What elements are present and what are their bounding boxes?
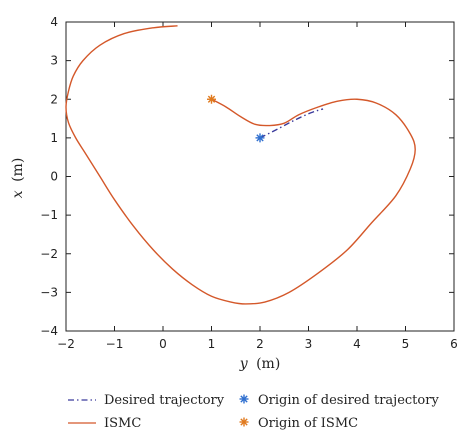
x-tick-label: 0 bbox=[159, 337, 167, 351]
plot-area bbox=[65, 21, 455, 332]
marker-origin-of-ismc bbox=[207, 94, 216, 104]
legend-marker-desired-origin bbox=[239, 394, 249, 404]
x-tick-label: 1 bbox=[208, 337, 216, 351]
y-axis-var: x bbox=[10, 190, 26, 198]
x-tick-label: 2 bbox=[256, 337, 264, 351]
x-axis-label: y (m) bbox=[239, 356, 281, 372]
y-tick-label: −4 bbox=[40, 324, 58, 338]
legend-marker-ismc-origin bbox=[239, 417, 249, 427]
markers-layer bbox=[207, 94, 265, 143]
x-axis-unit: (m) bbox=[256, 356, 280, 372]
x-tick-label: 6 bbox=[450, 337, 458, 351]
series-line-ismc bbox=[65, 25, 416, 305]
x-axis-var: y bbox=[239, 356, 249, 372]
legend: Desired trajectory ISMC Origin of desire… bbox=[68, 393, 439, 431]
y-axis-label: x (m) bbox=[10, 158, 26, 199]
x-tick-label: 3 bbox=[305, 337, 313, 351]
y-tick-label: 2 bbox=[50, 92, 58, 106]
legend-label-desired: Desired trajectory bbox=[104, 393, 225, 408]
x-tick-label: 4 bbox=[353, 337, 361, 351]
series-layer bbox=[65, 25, 416, 305]
y-tick-label: −1 bbox=[40, 208, 58, 222]
y-tick-label: −3 bbox=[40, 285, 58, 299]
axis-ticks: −2 −1 0 1 2 3 4 5 6 −4 −3 −2 −1 0 1 2 3 4 bbox=[40, 15, 458, 351]
x-tick-label: 5 bbox=[402, 337, 410, 351]
y-tick-label: 4 bbox=[50, 15, 58, 29]
x-tick-label: −1 bbox=[106, 337, 124, 351]
x-tick-label: −2 bbox=[57, 337, 75, 351]
y-tick-label: −2 bbox=[40, 247, 58, 261]
series-line-desired-trajectory bbox=[259, 108, 324, 139]
y-tick-label: 3 bbox=[50, 54, 58, 68]
legend-label-ismc: ISMC bbox=[104, 416, 141, 431]
y-tick-label: 0 bbox=[50, 170, 58, 184]
y-axis-unit: (m) bbox=[10, 158, 26, 182]
legend-label-desired-origin: Origin of desired trajectory bbox=[258, 393, 439, 408]
y-tick-label: 1 bbox=[50, 131, 58, 145]
marker-origin-of-desired-trajectory bbox=[255, 133, 265, 143]
legend-label-ismc-origin: Origin of ISMC bbox=[258, 416, 358, 431]
